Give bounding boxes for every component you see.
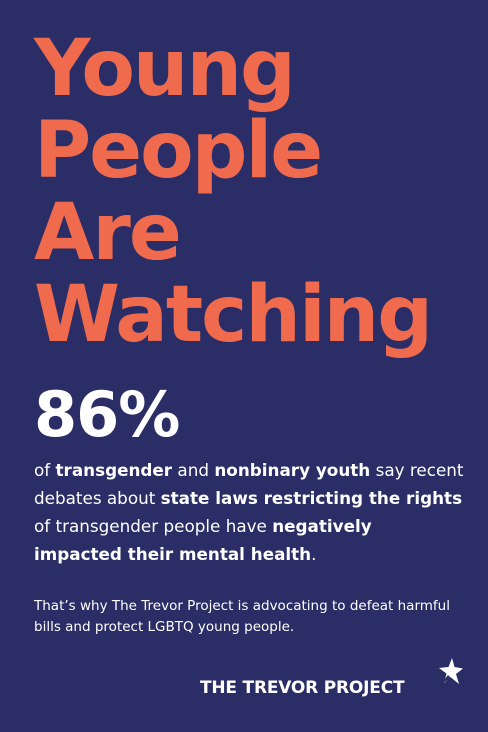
stat-text-2: and	[172, 460, 215, 480]
headline-line-2: People	[34, 106, 323, 196]
statistic-value: 86%	[34, 378, 180, 451]
stat-bold-nonbinary-youth: nonbinary youth	[214, 460, 371, 480]
stat-bold-mental-health: negatively impacted their mental health	[34, 516, 372, 564]
advocacy-note: That’s why The Trevor Project is advocat…	[34, 598, 450, 635]
stat-bold-state-laws: state laws restricting the rights	[160, 488, 463, 508]
statistic-description: of transgender and nonbinary youth say r…	[34, 456, 464, 568]
logo-wordmark: THE TREVOR PROJECT	[200, 678, 405, 698]
headline-line-3: Are	[34, 188, 182, 278]
headline-line-4: Watching	[34, 270, 433, 360]
trevor-project-logo: THE TREVOR PROJECT	[200, 656, 470, 704]
stat-text-1: of	[34, 460, 56, 480]
stat-text-5: .	[311, 544, 317, 564]
headline-line-1: Young	[34, 24, 296, 114]
star-logo-icon	[439, 658, 463, 685]
stat-text-4: of transgender people have	[34, 516, 273, 536]
stat-bold-transgender: transgender	[55, 460, 173, 480]
headline: Young People Are Watching	[34, 28, 464, 356]
stat-text-3: say recent debates about	[34, 460, 464, 508]
